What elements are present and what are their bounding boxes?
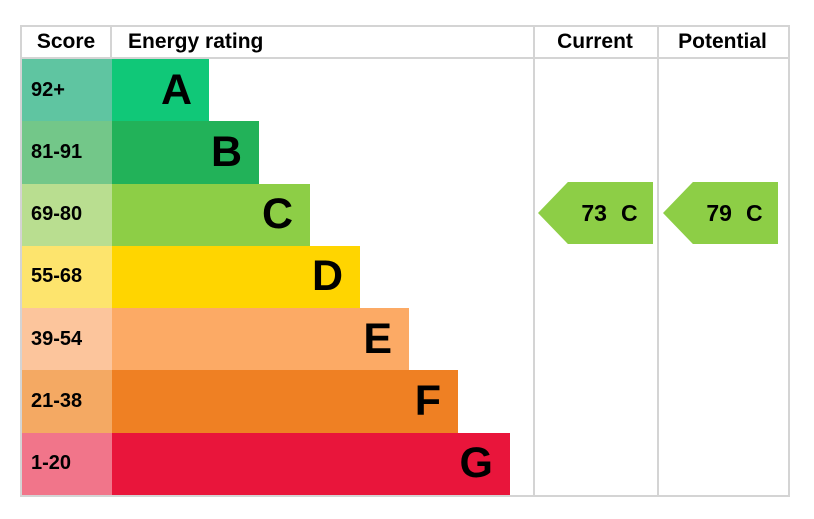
score-column-header: Score (22, 27, 112, 57)
current-column-header: Current (557, 30, 633, 53)
potential-column-divider (657, 27, 659, 495)
band-bar-e: E (112, 308, 409, 371)
score-range-g: 1-20 (22, 432, 112, 495)
band-row-b: 81-91 B (22, 121, 788, 184)
table-header: Score Energy rating Current Potential (22, 27, 788, 59)
band-row-a: 92+ A (22, 59, 788, 122)
potential-column-header: Potential (678, 30, 767, 53)
band-row-c: 69-80 C (22, 183, 788, 246)
potential-rating-value: 79 (706, 199, 732, 226)
band-row-f: 21-38 F (22, 370, 788, 433)
current-rating-value: 73 (581, 199, 607, 226)
score-range-b: 81-91 (22, 121, 112, 184)
current-column-divider (533, 27, 535, 495)
score-range-d: 55-68 (22, 245, 112, 309)
current-rating-arrow: 73 C (538, 182, 653, 244)
potential-rating-arrow: 79 C (663, 182, 778, 244)
score-range-a: 92+ (22, 59, 112, 122)
energy-rating-column-header: Energy rating (128, 30, 264, 53)
rating-table: Score Energy rating Current Potential 92… (20, 25, 790, 497)
current-rating-letter: C (620, 199, 638, 226)
score-range-c: 69-80 (22, 183, 112, 246)
band-row-e: 39-54 E (22, 308, 788, 371)
band-bar-g: G (112, 432, 510, 495)
band-bar-f: F (112, 370, 458, 433)
band-bar-d: D (112, 245, 360, 309)
band-row-d: 55-68 D (22, 245, 788, 309)
band-bar-c: C (112, 183, 310, 246)
potential-rating-letter: C (745, 199, 763, 226)
band-bar-b: B (112, 121, 259, 184)
score-range-e: 39-54 (22, 308, 112, 371)
score-range-f: 21-38 (22, 370, 112, 433)
band-rows: 92+ A 81-91 B 69-80 C 55-68 D 39-54 E 21… (22, 59, 788, 495)
band-bar-a: A (112, 59, 209, 122)
band-row-g: 1-20 G (22, 432, 788, 495)
